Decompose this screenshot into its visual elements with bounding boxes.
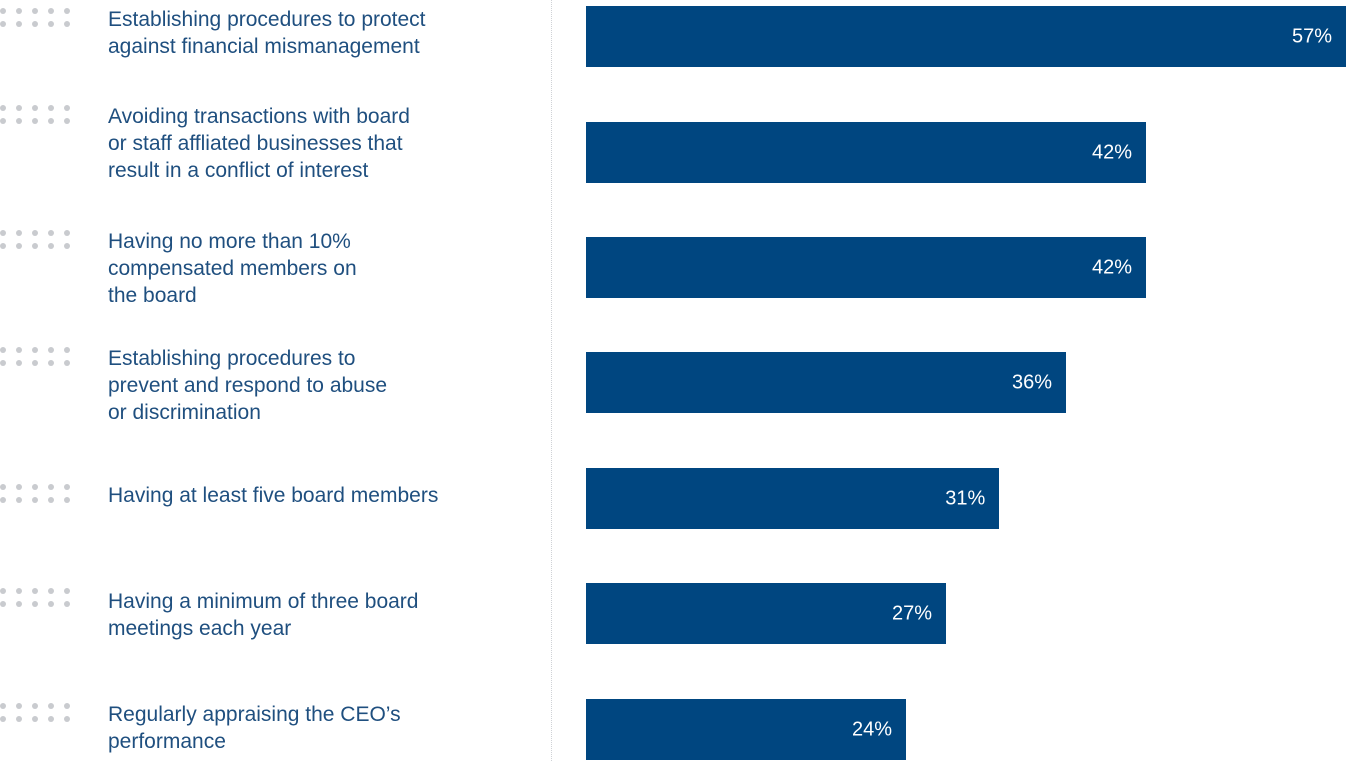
- bar-value-label: 36%: [1011, 371, 1052, 393]
- dots-decoration-icon: [0, 230, 80, 250]
- bar-value-label: 42%: [1091, 256, 1132, 278]
- bar-value-label: 24%: [851, 718, 892, 740]
- bar: 36%: [586, 352, 1066, 413]
- bar: 31%: [586, 468, 1000, 529]
- category-label: Having at least five board members: [108, 484, 439, 507]
- category-label: Avoiding transactions with board or staf…: [108, 105, 410, 182]
- dots-decoration-icon: [0, 703, 80, 723]
- dots-decoration-icon: [0, 8, 80, 28]
- category-label: Establishing procedures to protect again…: [108, 8, 426, 58]
- dots-decoration-icon: [0, 588, 80, 608]
- bar-value-label: 31%: [945, 487, 986, 509]
- bar-value-label: 57%: [1291, 25, 1332, 47]
- dots-decoration-icon: [0, 484, 80, 504]
- category-label: Having no more than 10% compensated memb…: [108, 230, 357, 307]
- bar: 27%: [586, 583, 946, 644]
- bar: 42%: [586, 237, 1146, 298]
- bar-value-label: 42%: [1091, 141, 1132, 163]
- category-label: Having a minimum of three board meetings…: [108, 590, 419, 640]
- category-label: Establishing procedures to prevent and r…: [108, 347, 388, 424]
- dots-decoration-icon: [0, 347, 80, 367]
- bar: 24%: [586, 699, 906, 760]
- bar-value-label: 27%: [891, 602, 932, 624]
- bar: 42%: [586, 122, 1146, 183]
- chart-divider: [551, 0, 552, 761]
- bar: 57%: [586, 6, 1346, 67]
- dots-decoration-icon: [0, 105, 80, 125]
- category-label: Regularly appraising the CEO’s performan…: [108, 703, 401, 753]
